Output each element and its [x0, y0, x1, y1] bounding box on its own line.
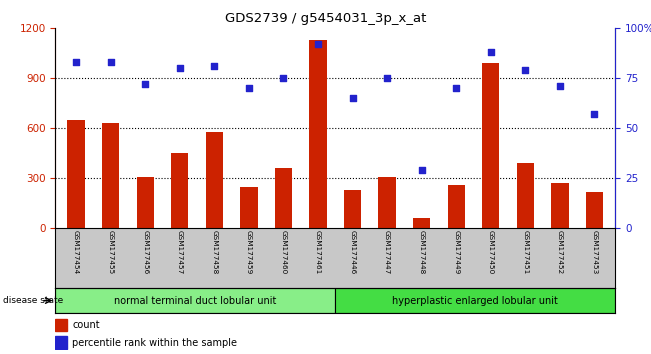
- Point: [105, 59, 116, 65]
- Text: GSM177446: GSM177446: [350, 230, 355, 274]
- Bar: [55, 288, 335, 313]
- Point: [140, 81, 150, 87]
- Text: disease state: disease state: [3, 296, 64, 305]
- Text: GSM177447: GSM177447: [384, 230, 390, 274]
- Bar: [344, 190, 361, 228]
- Bar: [448, 185, 465, 228]
- Point: [348, 96, 358, 101]
- Bar: [240, 188, 258, 228]
- Text: GSM177452: GSM177452: [557, 230, 563, 274]
- Text: GSM177451: GSM177451: [522, 230, 529, 274]
- Bar: [551, 183, 568, 228]
- Point: [243, 86, 254, 91]
- Bar: [517, 163, 534, 228]
- Text: hyperplastic enlarged lobular unit: hyperplastic enlarged lobular unit: [393, 296, 558, 306]
- Bar: [275, 169, 292, 228]
- Text: GSM177456: GSM177456: [142, 230, 148, 274]
- Point: [312, 41, 323, 47]
- Text: percentile rank within the sample: percentile rank within the sample: [72, 338, 237, 348]
- Text: GSM177457: GSM177457: [177, 230, 183, 274]
- Point: [555, 84, 565, 89]
- Text: GSM177449: GSM177449: [453, 230, 459, 274]
- Text: GSM177454: GSM177454: [73, 230, 79, 274]
- Text: GSM177455: GSM177455: [107, 230, 114, 274]
- Point: [417, 167, 427, 173]
- Point: [174, 65, 185, 71]
- Bar: [378, 177, 396, 228]
- Text: count: count: [72, 320, 100, 330]
- Bar: [413, 218, 430, 228]
- Bar: [586, 193, 603, 228]
- Bar: [171, 153, 188, 228]
- Bar: [206, 132, 223, 228]
- Bar: [335, 288, 615, 313]
- Bar: [55, 336, 66, 349]
- Text: GSM177458: GSM177458: [212, 230, 217, 274]
- Point: [589, 112, 600, 117]
- Text: normal terminal duct lobular unit: normal terminal duct lobular unit: [114, 296, 277, 306]
- Text: GSM177450: GSM177450: [488, 230, 493, 274]
- Point: [382, 75, 393, 81]
- Point: [451, 86, 462, 91]
- Bar: [102, 123, 119, 228]
- Bar: [68, 120, 85, 228]
- Point: [278, 75, 288, 81]
- Bar: [309, 40, 327, 228]
- Point: [71, 59, 81, 65]
- Text: GSM177461: GSM177461: [315, 230, 321, 274]
- Text: GSM177453: GSM177453: [592, 230, 598, 274]
- Point: [486, 50, 496, 55]
- Text: GSM177459: GSM177459: [246, 230, 252, 274]
- Bar: [55, 319, 66, 331]
- Bar: [137, 177, 154, 228]
- Text: GDS2739 / g5454031_3p_x_at: GDS2739 / g5454031_3p_x_at: [225, 12, 426, 25]
- Point: [520, 68, 531, 73]
- Bar: [482, 63, 499, 228]
- Text: GSM177460: GSM177460: [281, 230, 286, 274]
- Point: [209, 63, 219, 69]
- Text: GSM177448: GSM177448: [419, 230, 424, 274]
